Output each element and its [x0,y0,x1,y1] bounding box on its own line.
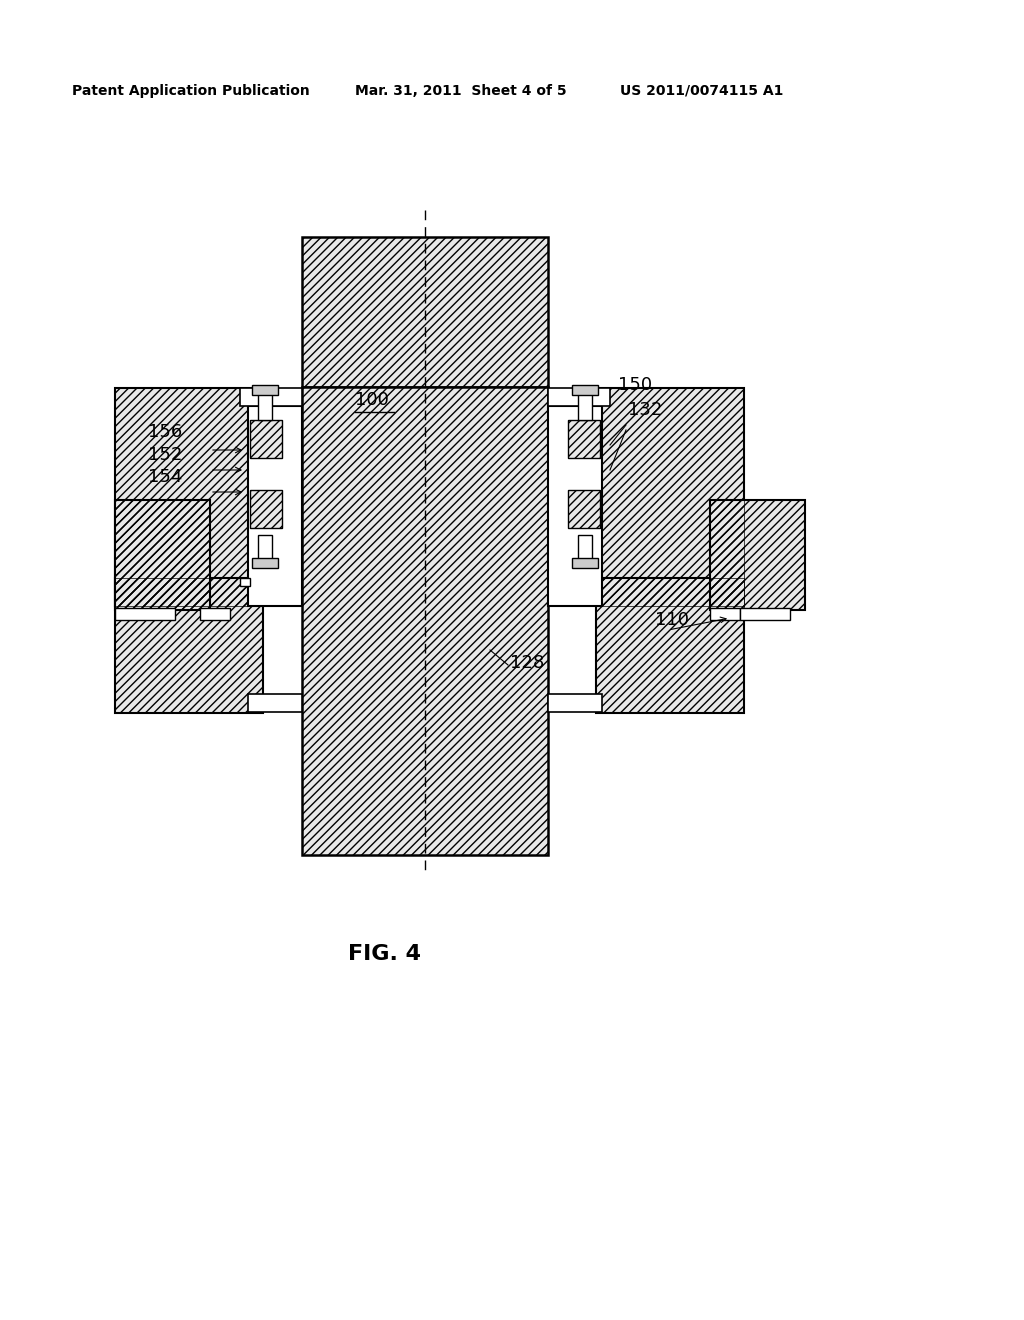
Text: Patent Application Publication: Patent Application Publication [72,84,309,98]
Bar [115,578,263,713]
Bar [258,389,272,420]
Bar [596,388,744,606]
Bar [302,387,548,855]
Bar [568,490,600,528]
Text: 128: 128 [510,653,544,672]
Bar [240,388,302,407]
Bar [596,578,744,713]
Bar [596,388,744,606]
Bar [578,535,592,565]
Bar [258,535,272,565]
Bar [548,694,602,711]
Bar [596,578,744,713]
Text: 100: 100 [355,391,389,409]
Text: 150: 150 [618,376,652,393]
Bar [572,385,598,395]
Bar [115,500,210,610]
Bar [710,609,740,620]
Bar [568,420,600,458]
Bar [250,420,282,458]
Bar [568,490,600,528]
Bar [302,387,548,855]
Bar [252,385,278,395]
Bar [115,578,263,713]
Bar [548,388,610,407]
Bar [710,500,805,610]
Bar [548,407,602,606]
Bar [115,388,263,606]
Text: US 2011/0074115 A1: US 2011/0074115 A1 [620,84,783,98]
Text: Mar. 31, 2011  Sheet 4 of 5: Mar. 31, 2011 Sheet 4 of 5 [355,84,566,98]
Bar [578,389,592,420]
Text: 156: 156 [148,422,182,441]
Bar [250,490,282,528]
Bar [710,500,805,610]
Bar [250,490,282,528]
Bar [250,420,282,458]
Bar [252,558,278,568]
Bar [248,407,302,606]
Bar [302,238,548,387]
Bar [568,420,600,458]
Bar [115,388,263,606]
Bar [240,578,250,586]
Bar [740,609,790,620]
Text: 154: 154 [148,469,182,486]
Bar [115,609,175,620]
Bar [200,609,230,620]
Bar [248,694,302,711]
Bar [302,238,548,387]
Text: 152: 152 [148,446,182,465]
Text: 110: 110 [655,611,689,630]
Text: 132: 132 [628,401,663,418]
Bar [572,558,598,568]
Text: FIG. 4: FIG. 4 [348,944,421,964]
Bar [115,500,210,610]
